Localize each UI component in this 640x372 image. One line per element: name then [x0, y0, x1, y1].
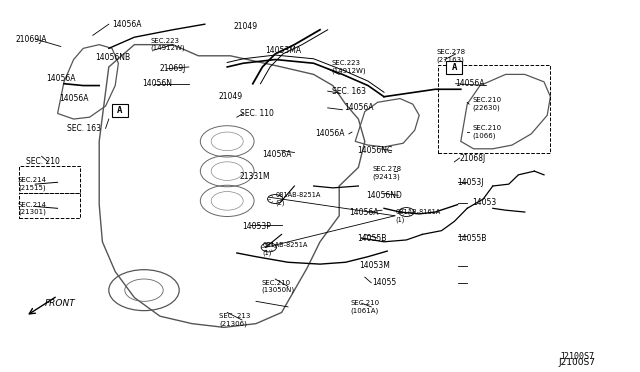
Text: SEC.210
(1066): SEC.210 (1066) [472, 125, 502, 139]
Text: 14055: 14055 [372, 278, 397, 287]
Text: 14056NB: 14056NB [95, 53, 130, 62]
Text: 081AB-8161A
(1): 081AB-8161A (1) [396, 209, 441, 222]
Circle shape [399, 208, 414, 217]
Bar [19, 193, 80, 218]
Text: 14056A: 14056A [112, 20, 141, 29]
Text: SEC.210
(13050N): SEC.210 (13050N) [261, 280, 294, 293]
Bar [446, 61, 462, 74]
Text: 081AB-8251A
(2): 081AB-8251A (2) [275, 192, 321, 206]
Text: SEC.278
(27163): SEC.278 (27163) [436, 49, 466, 62]
Text: SEC.223
(14912W): SEC.223 (14912W) [332, 60, 366, 74]
Text: 21069J: 21069J [160, 64, 186, 73]
Text: SEC.210
(1061A): SEC.210 (1061A) [351, 300, 380, 314]
Text: 14056ND: 14056ND [366, 191, 402, 200]
Text: 14056A: 14056A [344, 103, 374, 112]
Text: 21069JA: 21069JA [16, 35, 47, 44]
Text: 14056A: 14056A [59, 94, 88, 103]
Text: J2100S7: J2100S7 [558, 358, 595, 367]
Bar [438, 65, 550, 153]
Text: 14056A: 14056A [262, 150, 292, 159]
Text: SEC. 163: SEC. 163 [67, 124, 101, 133]
Text: 14056N: 14056N [142, 79, 172, 88]
Text: 14053P: 14053P [242, 222, 271, 231]
Text: 14056A: 14056A [456, 79, 485, 88]
Text: 21049: 21049 [234, 22, 258, 31]
Text: SEC.278
(92413): SEC.278 (92413) [372, 166, 402, 180]
Text: SEC.223
(14912W): SEC.223 (14912W) [150, 38, 185, 51]
Text: A: A [451, 63, 457, 73]
Text: SEC. 213
(21306): SEC. 213 (21306) [219, 313, 250, 327]
Text: 14056A: 14056A [315, 129, 344, 138]
Text: J2100S7: J2100S7 [560, 352, 595, 361]
Text: 21068J: 21068J [460, 154, 486, 163]
Text: 21331M: 21331M [240, 172, 271, 181]
Text: SEC. 210: SEC. 210 [26, 157, 60, 166]
Text: SEC. 110: SEC. 110 [240, 109, 274, 118]
Text: SEC.210
(22630): SEC.210 (22630) [472, 97, 502, 111]
Text: 14053: 14053 [472, 198, 497, 207]
Text: 21049: 21049 [219, 92, 243, 101]
Text: 14055B: 14055B [357, 234, 387, 243]
Circle shape [261, 243, 276, 252]
Text: SEC.214
(21515): SEC.214 (21515) [18, 177, 47, 191]
Text: 14053MA: 14053MA [266, 46, 301, 55]
Text: 14053M: 14053M [360, 262, 390, 270]
Text: 14056A: 14056A [349, 208, 378, 217]
Bar [19, 166, 80, 193]
Text: 081AB-8251A
(1): 081AB-8251A (1) [262, 243, 308, 256]
Text: 14056NC: 14056NC [357, 146, 392, 155]
Text: 14056A: 14056A [46, 74, 76, 83]
Circle shape [268, 195, 283, 203]
Text: FRONT: FRONT [45, 299, 76, 308]
Text: SEC.214
(21301): SEC.214 (21301) [18, 202, 47, 215]
Text: 14053J: 14053J [458, 178, 484, 187]
Text: A: A [117, 106, 123, 115]
Bar [112, 104, 128, 117]
Text: SEC. 163: SEC. 163 [332, 87, 365, 96]
Text: 14055B: 14055B [458, 234, 487, 243]
